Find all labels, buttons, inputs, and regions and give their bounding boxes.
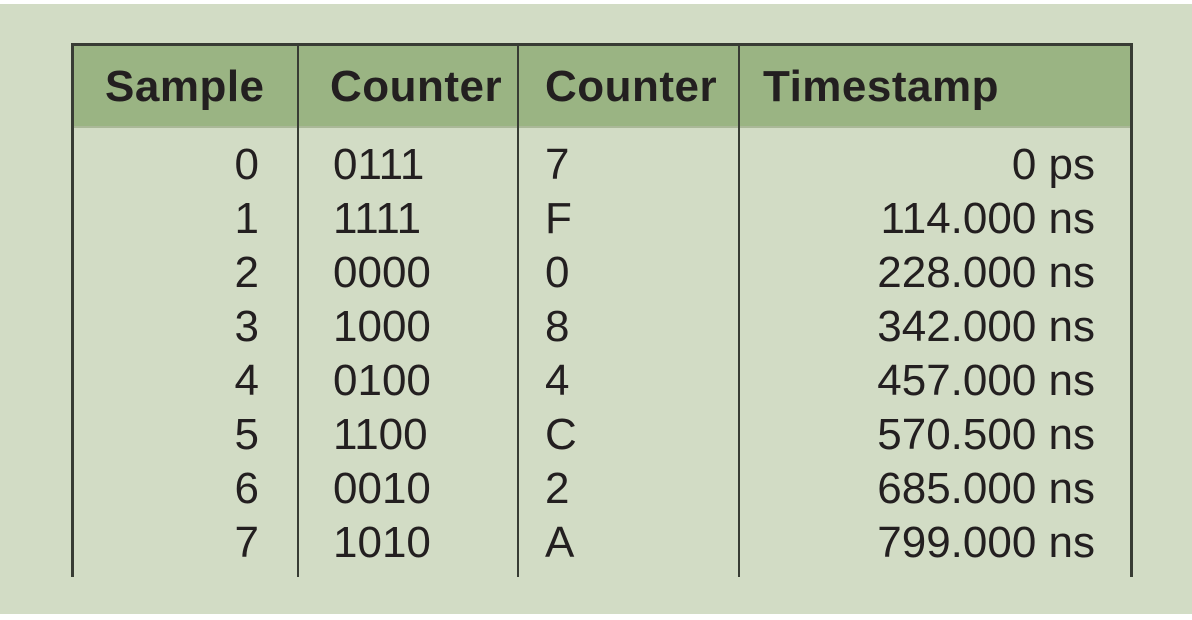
cell-counter-binary: 1010 bbox=[333, 518, 431, 567]
cell-sample: 0 bbox=[234, 140, 259, 189]
header-counter-binary: Counter bbox=[330, 62, 503, 111]
cell-timestamp: 570.500 ns bbox=[877, 410, 1095, 459]
header-counter-hex: Counter bbox=[545, 62, 718, 111]
cell-timestamp: 0 ps bbox=[1011, 140, 1095, 189]
cell-counter-binary: 0100 bbox=[333, 356, 431, 405]
cell-timestamp: 799.000 ns bbox=[877, 518, 1095, 567]
cell-sample: 6 bbox=[234, 464, 259, 513]
cell-sample: 4 bbox=[234, 356, 259, 405]
column-divider bbox=[738, 46, 740, 577]
cell-sample: 1 bbox=[234, 194, 259, 243]
cell-counter-binary: 0010 bbox=[333, 464, 431, 513]
cell-counter-binary: 1000 bbox=[333, 302, 431, 351]
cell-counter-binary: 0000 bbox=[333, 248, 431, 297]
cell-sample: 3 bbox=[234, 302, 259, 351]
column-divider bbox=[297, 46, 299, 577]
cell-timestamp: 457.000 ns bbox=[877, 356, 1095, 405]
table-header-band bbox=[74, 46, 1130, 128]
cell-counter-hex: 8 bbox=[545, 302, 570, 351]
cell-counter-binary: 1100 bbox=[333, 410, 428, 459]
header-sample: Sample bbox=[105, 62, 265, 111]
table-grid: Sample Counter Counter Timestamp 0 0111 … bbox=[74, 46, 1130, 577]
sample-counter-timestamp-table: Sample Counter Counter Timestamp 0 0111 … bbox=[71, 43, 1133, 577]
cell-timestamp: 114.000 ns bbox=[880, 194, 1095, 243]
header-timestamp: Timestamp bbox=[763, 62, 999, 111]
cell-timestamp: 228.000 ns bbox=[877, 248, 1095, 297]
cell-sample: 7 bbox=[234, 518, 259, 567]
cell-counter-hex: 0 bbox=[545, 248, 570, 297]
cell-counter-hex: F bbox=[545, 194, 572, 243]
cell-counter-binary: 1111 bbox=[333, 194, 422, 243]
column-divider bbox=[517, 46, 519, 577]
cell-counter-hex: 2 bbox=[545, 464, 570, 513]
cell-timestamp: 342.000 ns bbox=[877, 302, 1095, 351]
cell-counter-hex: A bbox=[545, 518, 575, 567]
figure-canvas: Sample Counter Counter Timestamp 0 0111 … bbox=[0, 4, 1192, 614]
cell-counter-binary: 0111 bbox=[333, 140, 425, 189]
cell-timestamp: 685.000 ns bbox=[877, 464, 1095, 513]
cell-counter-hex: C bbox=[545, 410, 577, 459]
cell-sample: 2 bbox=[234, 248, 259, 297]
cell-counter-hex: 7 bbox=[545, 140, 570, 189]
header-body-gap bbox=[74, 128, 1130, 138]
cell-counter-hex: 4 bbox=[545, 356, 570, 405]
cell-sample: 5 bbox=[234, 410, 259, 459]
